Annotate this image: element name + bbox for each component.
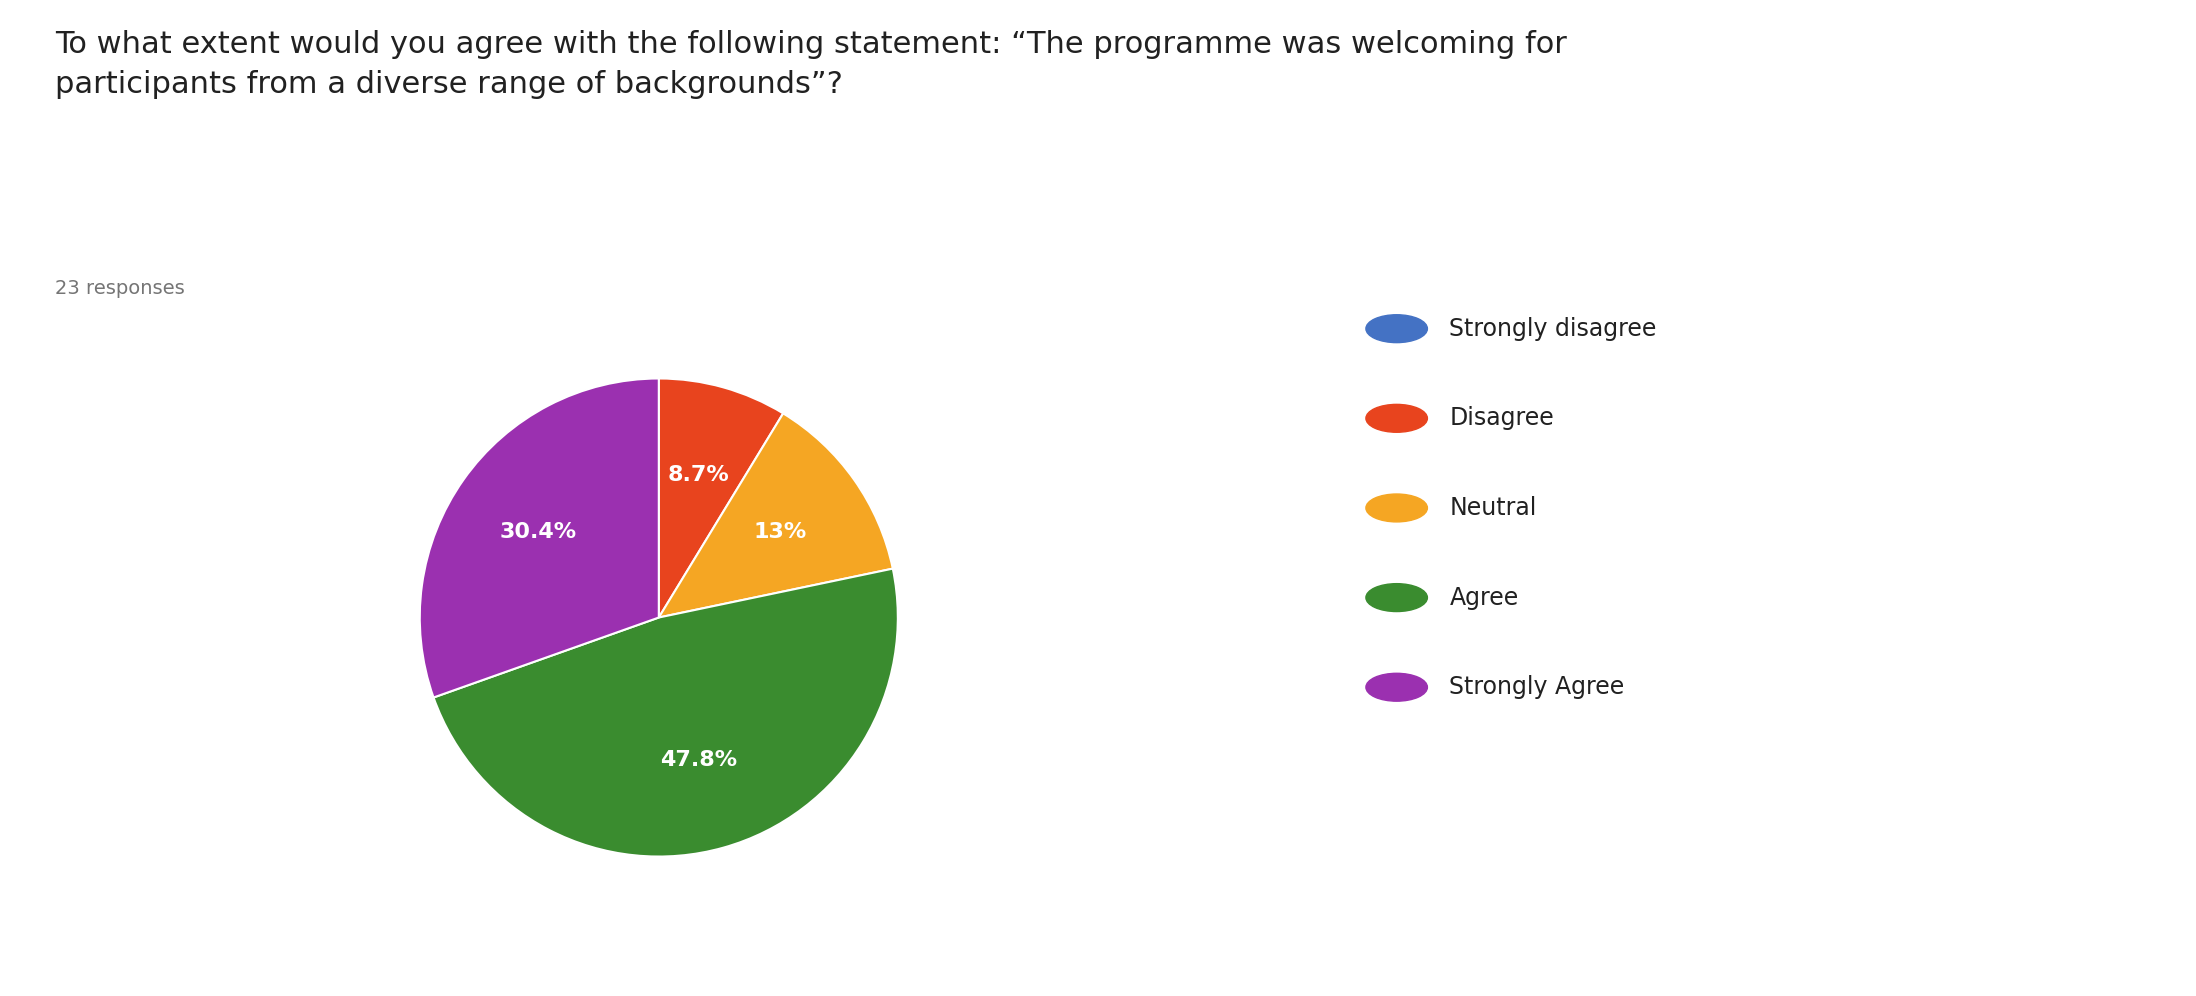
Wedge shape bbox=[419, 378, 659, 697]
Text: 47.8%: 47.8% bbox=[661, 750, 738, 770]
Text: Strongly Agree: Strongly Agree bbox=[1449, 675, 1625, 699]
Text: Agree: Agree bbox=[1449, 586, 1520, 610]
Text: 13%: 13% bbox=[753, 522, 806, 542]
Text: To what extent would you agree with the following statement: “The programme was : To what extent would you agree with the … bbox=[55, 30, 1566, 100]
Text: Neutral: Neutral bbox=[1449, 496, 1537, 520]
Text: 23 responses: 23 responses bbox=[55, 279, 184, 298]
Text: Disagree: Disagree bbox=[1449, 406, 1555, 430]
Wedge shape bbox=[659, 378, 784, 618]
Text: 30.4%: 30.4% bbox=[498, 522, 575, 542]
Wedge shape bbox=[433, 569, 898, 857]
Text: Strongly disagree: Strongly disagree bbox=[1449, 317, 1656, 341]
Text: 8.7%: 8.7% bbox=[668, 465, 729, 485]
Wedge shape bbox=[659, 413, 894, 618]
